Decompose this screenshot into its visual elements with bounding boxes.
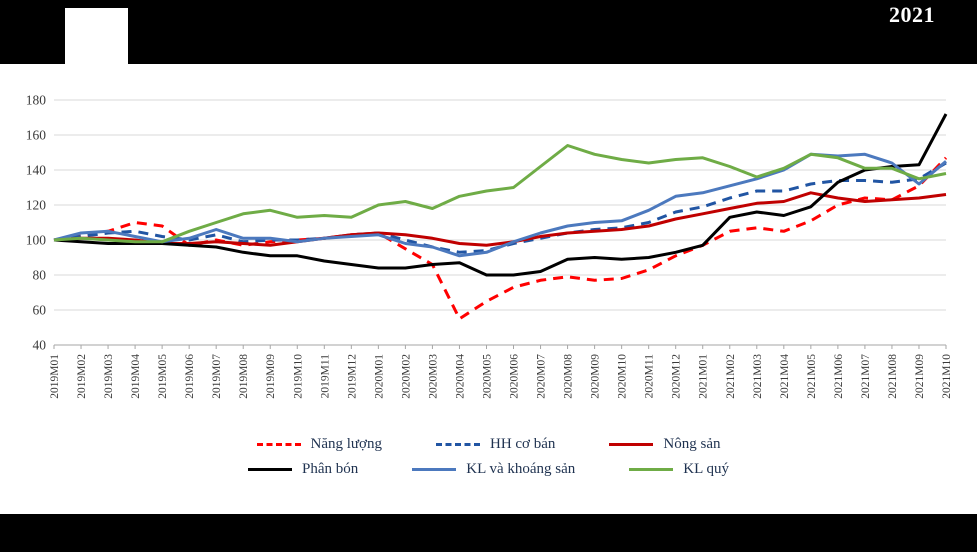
line-chart: 40 60 80 100 120 140 160 180 2019M01 2019M02 2019M… xyxy=(26,93,953,399)
legend-swatch xyxy=(435,443,480,446)
x-tick-label: 2019M09 xyxy=(265,354,277,399)
x-tick-label: 2019M02 xyxy=(76,354,88,399)
y-tick-label: 60 xyxy=(33,303,47,318)
x-tick-label: 2020M08 xyxy=(563,354,575,399)
x-tick-label: 2019M07 xyxy=(211,354,223,399)
x-tick-label: 2019M08 xyxy=(238,354,250,399)
y-tick-label: 100 xyxy=(26,233,47,248)
x-tick-label: 2020M01 xyxy=(373,354,385,399)
x-tick-label: 2021M09 xyxy=(914,354,926,399)
y-tick-label: 40 xyxy=(33,338,47,353)
x-tick-label: 2019M06 xyxy=(184,354,196,399)
legend-row: Năng lượng HH cơ bán Nông sản xyxy=(256,436,720,453)
y-tick-label: 120 xyxy=(26,198,47,213)
header-bar: 2021 xyxy=(0,0,977,64)
legend-swatch xyxy=(609,443,654,446)
legend-label: KL quý xyxy=(683,461,729,477)
x-tick-label: 2020M05 xyxy=(481,354,493,399)
series-line xyxy=(53,144,947,244)
y-tick-label: 180 xyxy=(26,93,47,108)
legend-label: KL và khoáng sản xyxy=(466,461,576,477)
x-tick-label: 2019M05 xyxy=(157,354,169,399)
chart-container: 40 60 80 100 120 140 160 180 2019M01 2019M02 2019M… xyxy=(6,82,970,434)
x-tick-label: 2019M11 xyxy=(319,354,331,399)
legend-row: Phân bón KL và khoáng sản KL quý xyxy=(248,461,729,478)
x-tick-label: 2020M02 xyxy=(400,354,412,399)
legend-item: Năng lượng xyxy=(256,436,382,453)
chart-legend: Năng lượng HH cơ bán Nông sản Phân bón KL và… xyxy=(0,436,977,478)
x-tick-label: 2020M04 xyxy=(454,354,466,399)
legend-item: Phân bón xyxy=(248,461,358,478)
y-tick-label: 140 xyxy=(26,163,47,178)
legend-label: Phân bón xyxy=(302,461,359,477)
x-tick-label: 2021M01 xyxy=(698,354,710,399)
header-white-patch xyxy=(65,8,128,64)
legend-item: KL quý xyxy=(629,461,729,478)
legend-item: KL và khoáng sản xyxy=(412,461,575,478)
x-tick-label: 2021M08 xyxy=(887,354,899,399)
legend-item: Nông sản xyxy=(609,436,720,453)
x-tick-label: 2020M11 xyxy=(644,354,656,399)
x-tick-label: 2020M09 xyxy=(590,354,602,399)
x-tick-label: 2020M12 xyxy=(671,354,683,399)
x-tick-label: 2019M04 xyxy=(130,354,142,399)
series-line xyxy=(53,191,947,247)
x-tick-label: 2021M03 xyxy=(752,354,764,399)
x-tick-label: 2020M06 xyxy=(509,354,521,399)
x-tick-label: 2019M03 xyxy=(103,354,115,399)
legend-swatch xyxy=(248,468,293,471)
x-tick-label: 2020M07 xyxy=(536,354,548,399)
x-tick-label: 2019M10 xyxy=(292,354,304,399)
x-tick-label: 2021M04 xyxy=(779,354,791,399)
x-tick-label: 2021M06 xyxy=(833,354,845,399)
x-tick-label: 2021M07 xyxy=(860,354,872,399)
x-tick-label: 2021M02 xyxy=(725,354,737,399)
x-tick-label: 2020M10 xyxy=(617,354,629,399)
y-tick-label: 80 xyxy=(33,268,47,283)
x-tick-label: 2019M12 xyxy=(346,354,358,399)
x-tick-label: 2019M01 xyxy=(49,354,61,399)
series-line xyxy=(53,113,948,277)
x-tick-label: 2020M03 xyxy=(427,354,439,399)
header-title: 2021 xyxy=(889,2,935,27)
x-tick-label: 2021M05 xyxy=(806,354,818,399)
legend-label: Năng lượng xyxy=(310,436,382,452)
footer-bar xyxy=(0,514,977,552)
x-tick-label: 2021M10 xyxy=(941,354,953,399)
legend-swatch xyxy=(629,468,674,471)
legend-item: HH cơ bán xyxy=(435,436,556,453)
legend-swatch xyxy=(412,468,457,471)
y-tick-label: 160 xyxy=(26,128,47,143)
legend-label: Nông sản xyxy=(663,436,721,452)
legend-label: HH cơ bán xyxy=(489,436,556,452)
legend-swatch xyxy=(256,443,301,446)
